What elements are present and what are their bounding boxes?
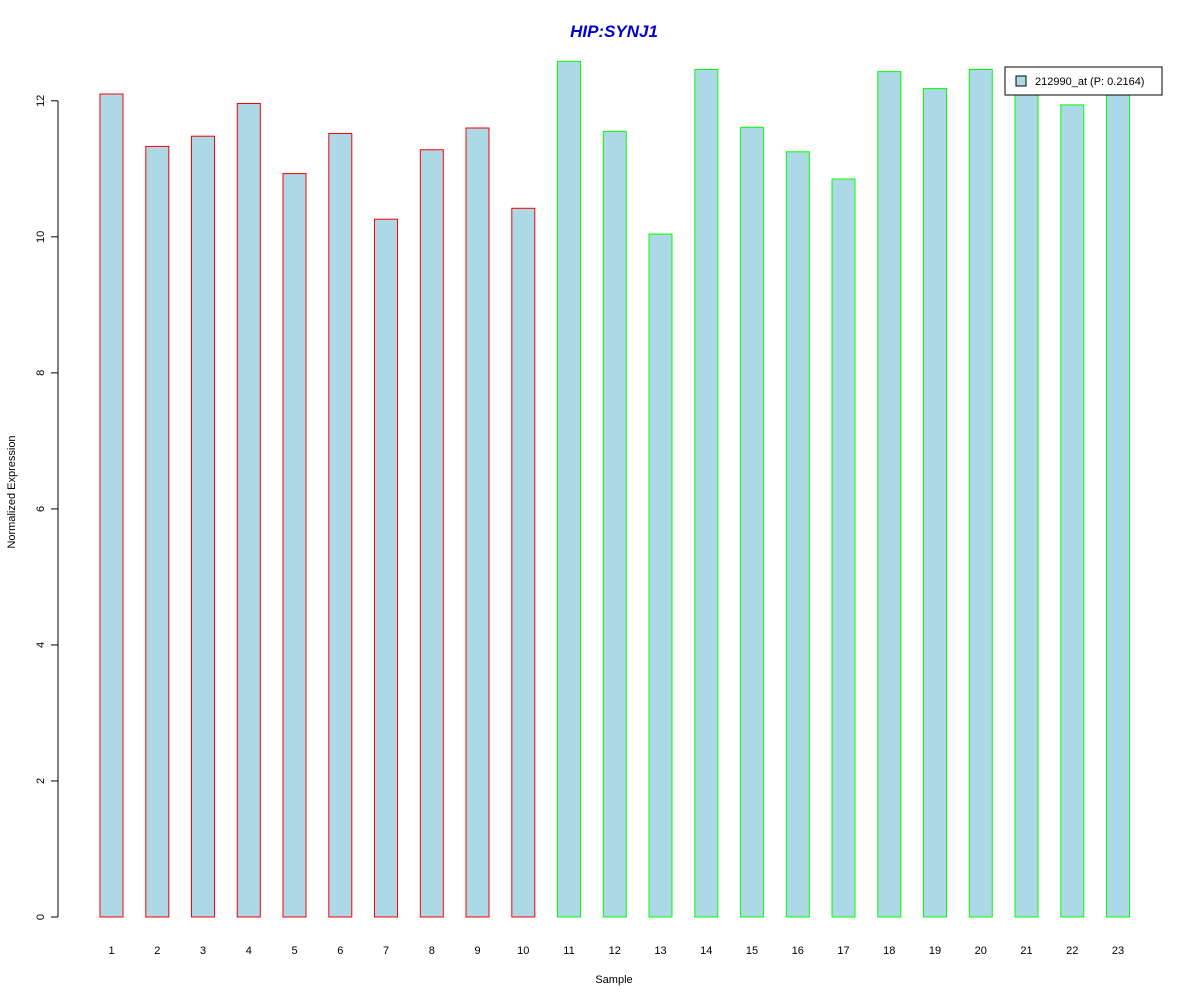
- x-axis-label: Sample: [595, 974, 632, 986]
- bar-sample-14: [694, 69, 719, 918]
- x-tick-label: 16: [792, 945, 804, 957]
- x-tick-label: 8: [429, 945, 435, 957]
- y-tick-label: 0: [35, 914, 47, 920]
- bar-sample-17: [831, 178, 856, 918]
- x-tick-label: 10: [517, 945, 529, 957]
- bar-sample-11: [557, 60, 581, 918]
- bar-sample-8: [419, 149, 444, 918]
- bar-sample-19: [923, 88, 947, 918]
- x-tick-label: 14: [700, 945, 712, 957]
- bar-sample-6: [328, 133, 353, 918]
- x-tick-label: 5: [291, 945, 297, 957]
- y-tick-label: 2: [35, 778, 47, 784]
- y-tick-label: 4: [35, 642, 47, 648]
- x-tick-label: 19: [929, 945, 941, 957]
- bars-group: [99, 60, 1130, 918]
- bar-sample-22: [1060, 104, 1085, 918]
- y-tick-label: 10: [35, 231, 47, 243]
- bar-sample-15: [740, 126, 764, 918]
- bar-sample-9: [465, 127, 490, 918]
- x-tick-labels: 1 2 3 4 5 6 7 8 9 10 11 12 13 14 15 16 17 18 19 20 21 22 23: [108, 945, 1124, 957]
- x-tick-label: 2: [154, 945, 160, 957]
- x-tick-label: 1: [108, 945, 114, 957]
- x-tick-label: 22: [1066, 945, 1078, 957]
- y-axis: 0 2 4 6 8 10 12: [35, 95, 59, 920]
- bar-sample-18: [877, 71, 902, 918]
- x-tick-label: 12: [609, 945, 621, 957]
- bar-sample-7: [374, 218, 398, 918]
- bar-sample-3: [191, 135, 215, 918]
- legend-box: [1004, 66, 1163, 96]
- bar-sample-13: [648, 233, 673, 918]
- legend: 212990_at (P: 0.2164): [1004, 66, 1163, 96]
- x-tick-label: 13: [654, 945, 666, 957]
- y-axis-label: Normalized Expression: [6, 435, 18, 548]
- x-tick-label: 23: [1112, 945, 1124, 957]
- x-tick-label: 21: [1020, 945, 1032, 957]
- bar-sample-10: [511, 207, 536, 918]
- x-tick-label: 7: [383, 945, 389, 957]
- chart-title: HIP:SYNJ1: [570, 22, 658, 41]
- y-tick-label: 6: [35, 506, 47, 512]
- x-tick-label: 11: [563, 945, 574, 957]
- bar-sample-2: [145, 145, 170, 918]
- bar-sample-4: [236, 103, 261, 918]
- x-tick-label: 3: [200, 945, 206, 957]
- bar-sample-1: [99, 93, 124, 918]
- bar-sample-12: [602, 130, 627, 918]
- x-tick-label: 15: [746, 945, 758, 957]
- bar-sample-20: [968, 69, 993, 918]
- y-tick-label: 12: [35, 95, 47, 107]
- x-tick-label: 9: [474, 945, 480, 957]
- x-tick-label: 20: [975, 945, 987, 957]
- bar-sample-16: [785, 151, 810, 918]
- x-tick-label: 17: [837, 945, 849, 957]
- x-tick-label: 6: [337, 945, 343, 957]
- y-tick-label: 8: [35, 370, 47, 376]
- bar-sample-21: [1014, 93, 1039, 918]
- bar-sample-23: [1106, 93, 1130, 918]
- x-tick-label: 18: [883, 945, 895, 957]
- bar-sample-5: [282, 173, 307, 918]
- legend-swatch: [1015, 75, 1027, 87]
- x-tick-label: 4: [246, 945, 252, 957]
- legend-label: 212990_at (P: 0.2164): [1035, 76, 1144, 88]
